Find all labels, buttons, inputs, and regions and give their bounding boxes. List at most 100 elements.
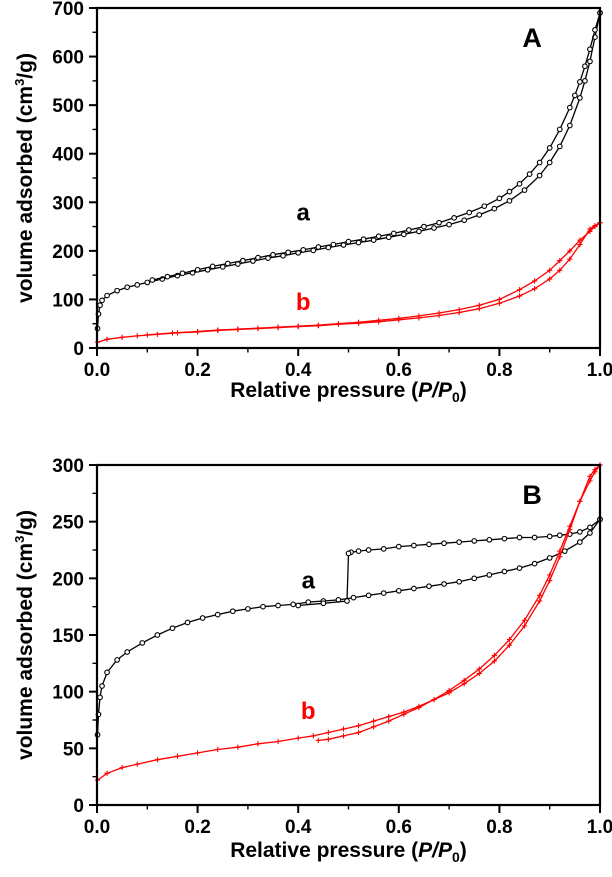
circle-marker (344, 598, 350, 604)
circle-marker (411, 542, 417, 549)
y-tick-label: 100 (52, 683, 84, 704)
circle-marker (587, 524, 593, 531)
circle-marker (290, 601, 297, 608)
circle-marker (280, 252, 286, 259)
circle-marker (214, 611, 221, 618)
y-title-post: /g) (14, 53, 37, 79)
circle-marker (380, 546, 387, 552)
circle-marker (521, 187, 528, 193)
circle-marker (144, 279, 151, 286)
circle-marker (104, 292, 110, 299)
x-tick-label: 0.0 (84, 360, 110, 381)
plot-frame (95, 6, 602, 350)
plot-frame (95, 463, 602, 807)
y-tick-label: 700 (52, 0, 84, 20)
circle-marker (471, 575, 478, 582)
series-a-branch-0-line (96, 12, 601, 329)
circle-marker (245, 606, 251, 612)
circle-marker (577, 539, 583, 545)
y-tick-label: 50 (63, 739, 84, 760)
circle-marker (592, 27, 598, 33)
circle-marker (451, 214, 457, 221)
circle-marker (556, 532, 563, 539)
circle-marker (114, 657, 120, 663)
circle-marker (285, 249, 291, 256)
y-tick-label: 250 (52, 513, 84, 534)
circle-marker (582, 63, 588, 70)
circle-marker (516, 565, 523, 571)
curve-label-a: a (297, 200, 311, 227)
circle-marker (461, 217, 468, 224)
x-tick-label: 0.6 (386, 360, 412, 381)
circle-marker (97, 302, 103, 309)
circle-marker (556, 143, 563, 150)
circle-marker (531, 560, 538, 567)
circle-marker (124, 649, 131, 655)
circle-marker (531, 534, 538, 541)
circle-marker (476, 212, 483, 218)
circle-marker (456, 578, 463, 585)
circle-marker (149, 277, 156, 283)
y-tick-label: 600 (52, 48, 84, 69)
y-tick-label: 200 (52, 569, 84, 590)
circle-marker (421, 223, 427, 230)
circle-marker (385, 234, 392, 241)
circle-marker (375, 233, 382, 240)
circle-marker (546, 533, 553, 540)
circle-marker (224, 260, 231, 267)
circle-marker (154, 632, 161, 638)
y-title-sup: 3 (12, 535, 27, 543)
circle-marker (561, 548, 568, 554)
circle-marker (395, 587, 402, 594)
circle-marker (169, 625, 176, 632)
circle-marker (416, 228, 422, 235)
circle-marker (501, 568, 508, 575)
circle-marker (365, 592, 372, 599)
y-tick-label: 0 (73, 339, 84, 360)
circle-marker (199, 615, 206, 621)
circle-marker (270, 251, 276, 258)
circle-marker (355, 239, 362, 246)
circle-marker (536, 172, 543, 179)
circle-marker (400, 231, 407, 238)
circle-marker (139, 640, 146, 646)
circle-marker (426, 583, 432, 590)
circle-marker (300, 247, 307, 253)
circle-marker (255, 254, 261, 261)
circle-marker (506, 197, 513, 204)
x-tick-label: 0.2 (184, 360, 210, 381)
circle-marker (481, 203, 488, 210)
circle-marker (365, 547, 372, 553)
y-tick-label: 300 (52, 456, 84, 477)
circle-marker (411, 585, 417, 592)
circle-marker (320, 600, 327, 607)
circle-marker (355, 548, 362, 554)
circle-marker (491, 205, 498, 212)
panel-b-chart: 0.0 0.2 0.4 0.6 0.8 1.0 0 50 100 150 200 250 300 a b B (52, 456, 612, 838)
circle-marker (350, 594, 357, 601)
x-tick-label: 0.8 (486, 817, 512, 838)
circle-marker (577, 529, 583, 535)
x-title-post: ) (459, 379, 467, 402)
x-tick-label: 1.0 (587, 817, 612, 838)
circle-marker (496, 195, 503, 202)
circle-marker (345, 238, 352, 245)
y-title-sup: 3 (12, 78, 27, 86)
curve-label-b: b (301, 698, 316, 725)
y-tick-label: 400 (52, 145, 84, 166)
circle-marker (114, 287, 120, 294)
x-title-sub: 0 (452, 389, 460, 406)
x-title-variable: P/P (418, 839, 452, 862)
circle-marker (209, 263, 216, 270)
circle-marker (431, 225, 437, 231)
circle-marker (501, 535, 508, 542)
x-title-pre: Relative pressure ( (230, 379, 419, 402)
circle-marker (370, 237, 377, 244)
y-tick-label: 500 (52, 96, 84, 117)
circle-marker (471, 538, 478, 544)
circle-marker (546, 145, 553, 151)
circle-marker (566, 104, 573, 111)
circle-marker (295, 602, 302, 609)
circle-marker (360, 236, 367, 243)
x-tick-label: 0.0 (84, 817, 110, 838)
